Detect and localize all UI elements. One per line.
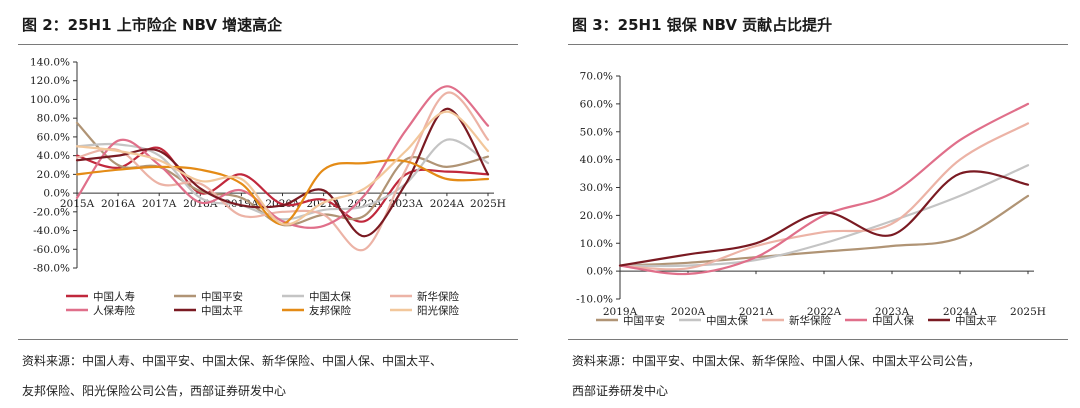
c0-x-tick-label: 2024A [430, 198, 465, 210]
c1-legend-label: 中国人保 [872, 314, 914, 327]
c1-legend-label: 中国太保 [706, 314, 748, 327]
right-source-line-1: 资料来源：中国平安、中国太保、新华保险、中国人保、中国太平公司公告， [572, 354, 981, 368]
c1-x-tick-label: 2025H [1010, 306, 1046, 318]
c0-x-tick-label: 2017A [142, 198, 177, 210]
c1-legend-label: 中国太平 [955, 314, 997, 327]
c0-y-tick-label: 100.0% [30, 94, 70, 106]
left-source-line-1: 资料来源：中国人寿、中国平安、中国太保、新华保险、中国人保、中国太平、 [22, 354, 443, 368]
c0-x-tick-label: 2016A [101, 198, 136, 210]
left-figure-title: 图 2：25H1 上市险企 NBV 增速高企 [22, 16, 283, 34]
right-source-rule [568, 339, 1068, 340]
c1-y-tick-label: 0.0% [586, 266, 613, 278]
c0-legend-label: 人保寿险 [93, 304, 135, 317]
c0-y-tick-label: -40.0% [33, 225, 70, 237]
left-source-rule [18, 339, 518, 340]
c0-y-tick-label: 120.0% [30, 75, 70, 87]
c0-x-tick-label: 2018A [183, 198, 218, 210]
left-title-rule [18, 44, 518, 45]
c1-y-tick-label: 50.0% [580, 126, 613, 138]
c0-y-tick-label: 0.0% [43, 188, 70, 200]
c1-y-tick-label: 30.0% [580, 182, 613, 194]
c0-x-tick-label: 2025H [470, 198, 506, 210]
c1-y-tick-label: -10.0% [576, 294, 613, 306]
c0-x-tick-label: 2023A [389, 198, 424, 210]
c0-series-line-3 [75, 91, 490, 252]
right-line-chart: 70.0% 60.0% 50.0% 40.0% 30.0% 20.0% 10.0% 0.0% -… [576, 71, 1046, 328]
c1-x-tick-label: 2023A [875, 306, 910, 318]
c0-legend-label: 阳光保险 [417, 304, 459, 317]
left-figure-panel: 图 2：25H1 上市险企 NBV 增速高企 140.0% 120.0% 100.0… [0, 0, 530, 408]
c0-y-tick-label: 60.0% [37, 131, 70, 143]
c1-y-tick-label: 60.0% [580, 98, 613, 110]
c0-x-tick-label: 2015A [60, 198, 95, 210]
c1-y-tick-label: 40.0% [580, 154, 613, 166]
right-figure-panel: 图 3：25H1 银保 NBV 贡献占比提升 70.0% 60.0% 50.0% 40… [550, 0, 1080, 408]
c1-series-line-2 [618, 122, 1030, 271]
c0-legend-label: 新华保险 [417, 290, 459, 303]
c1-x-tick-label: 2024A [943, 306, 978, 318]
c0-y-tick-label: -80.0% [33, 263, 70, 275]
c1-series-line-4 [618, 170, 1030, 267]
right-title-rule [568, 44, 1068, 45]
c0-y-tick-label: -20.0% [33, 206, 70, 218]
c1-y-tick-label: 70.0% [580, 71, 613, 83]
c1-y-tick-label: 20.0% [580, 210, 613, 222]
c1-y-tick-label: 10.0% [580, 238, 613, 250]
c0-y-tick-label: 20.0% [37, 169, 70, 181]
c1-legend-label: 中国平安 [623, 314, 665, 327]
c1-x-tick-label: 2021A [739, 306, 774, 318]
c1-series-line-1 [618, 164, 1030, 268]
left-source-line-2: 友邦保险、阳光保险公司公告，西部证券研发中心 [22, 384, 287, 398]
c0-legend-label: 中国太平 [201, 304, 243, 317]
c1-series-line-3 [618, 102, 1030, 276]
c0-legend-label: 中国人寿 [93, 290, 135, 303]
c0-legend-label: 中国平安 [201, 290, 243, 303]
c0-legend-label: 友邦保险 [309, 304, 351, 317]
c1-series-line-0 [618, 194, 1030, 267]
c0-y-tick-label: 40.0% [37, 150, 70, 162]
c0-legend-label: 中国太保 [309, 290, 351, 303]
c0-series-line-6 [75, 159, 490, 226]
c0-series-line-4 [75, 85, 490, 229]
c1-x-tick-label: 2019A [603, 306, 638, 318]
c0-y-tick-label: -60.0% [33, 244, 70, 256]
right-figure-title: 图 3：25H1 银保 NBV 贡献占比提升 [572, 16, 833, 34]
c1-x-tick-label: 2020A [671, 306, 706, 318]
c0-y-tick-label: 140.0% [30, 57, 70, 69]
c0-y-tick-label: 80.0% [37, 113, 70, 125]
left-line-chart: 140.0% 120.0% 100.0% 80.0% 60.0% 40.0% 20.0% 0.… [30, 57, 506, 318]
c1-x-tick-label: 2022A [807, 306, 842, 318]
c0-series-line-5 [75, 107, 490, 238]
c1-legend-label: 新华保险 [789, 314, 831, 327]
c0-series-line-7 [75, 110, 490, 226]
right-source-line-2: 西部证券研发中心 [572, 384, 669, 398]
